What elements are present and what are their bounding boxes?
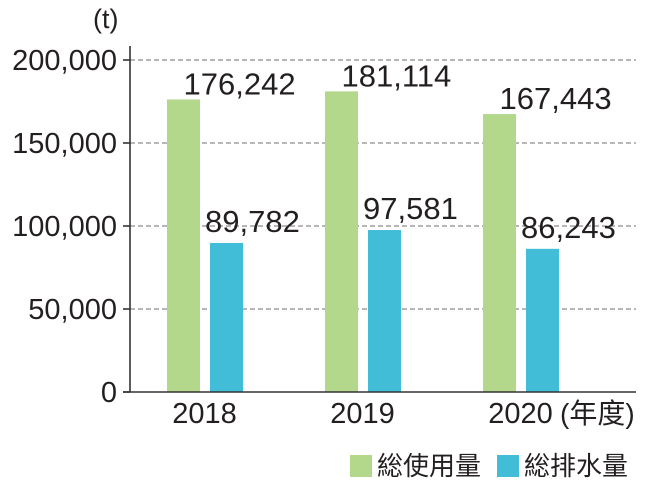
total-usage-bar-2020: [483, 114, 516, 392]
total-discharge-value-label-2019: 97,581: [363, 191, 458, 226]
total-usage-bar-2019: [325, 91, 358, 392]
y-tick-label-1: 50,000: [28, 294, 117, 326]
data-labels: 176,242 89,782 181,114 97,581 167,443 86,243: [184, 58, 616, 244]
total-discharge-bar-2018: [210, 242, 243, 392]
legend-swatch-total-discharge: [497, 455, 519, 477]
y-tick-label-4: 200,000: [12, 45, 117, 77]
total-usage-value-label-2020: 167,443: [500, 81, 612, 116]
x-tick-label-2020: 2020: [488, 398, 553, 430]
y-tick-label-2: 100,000: [12, 211, 117, 243]
total-discharge-bar-2020: [526, 248, 559, 392]
total-usage-value-label-2019: 181,114: [342, 58, 452, 93]
total-usage-value-label-2018: 176,242: [184, 66, 296, 101]
legend-label-total-usage: 総使用量: [377, 451, 481, 481]
y-axis-unit-label: (t): [93, 4, 118, 34]
y-tick-label-3: 150,000: [12, 128, 117, 160]
x-tick-label-2018: 2018: [172, 398, 237, 430]
legend-swatch-total-usage: [350, 455, 372, 477]
total-discharge-value-label-2018: 89,782: [205, 204, 300, 239]
bars: [167, 91, 559, 392]
total-discharge-bar-2019: [368, 230, 401, 392]
legend: 総使用量 総排水量: [350, 451, 628, 481]
y-tick-label-0: 0: [101, 377, 117, 409]
legend-label-total-discharge: 総排水量: [524, 451, 628, 481]
total-discharge-value-label-2020: 86,243: [521, 210, 616, 245]
x-axis-ticks: 2018 2019 2020: [172, 398, 553, 430]
y-axis-ticks: 0 50,000 100,000 150,000 200,000: [12, 45, 130, 409]
x-tick-label-2019: 2019: [330, 398, 395, 430]
total-usage-bar-2018: [167, 99, 200, 392]
x-axis-unit-label: (年度): [560, 398, 635, 429]
